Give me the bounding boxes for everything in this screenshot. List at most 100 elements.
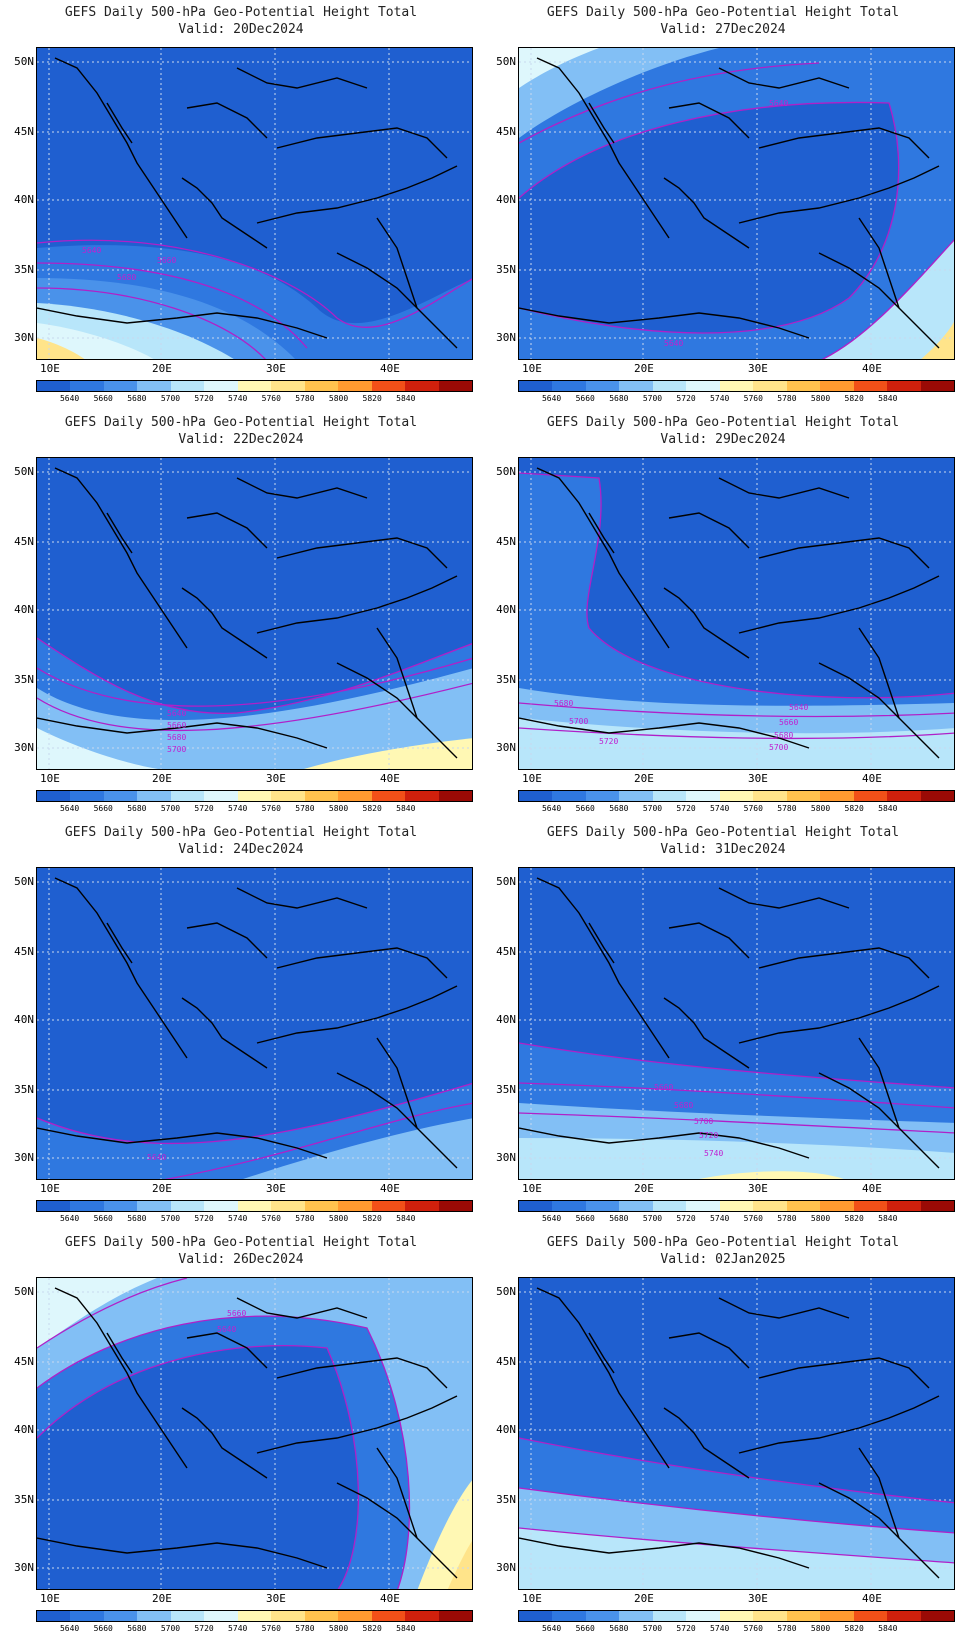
coastline	[106, 922, 133, 964]
contour-line	[37, 1278, 188, 1349]
colorbar-label: 5720	[676, 1624, 696, 1633]
contour-label: 5660	[227, 1309, 246, 1318]
height-band	[519, 1138, 954, 1179]
height-band	[243, 1118, 472, 1179]
contour-label: 5680	[117, 273, 136, 282]
colorbar-labels: 5640 5660 5680 5700 5720 5740 5760 5780 5800 5820…	[518, 394, 955, 406]
coastline	[858, 627, 900, 719]
colorbar-label: 5820	[844, 394, 864, 403]
colorbar-swatch	[519, 1201, 553, 1211]
colorbar-swatch	[37, 1611, 71, 1621]
lat-tick-label: 40N	[496, 1013, 516, 1026]
lon-tick-label: 30E	[266, 772, 286, 785]
colorbar-swatch	[304, 791, 339, 801]
coastline	[818, 252, 940, 349]
contour-label: 5660	[654, 1083, 673, 1092]
colorbar-swatch	[519, 381, 553, 391]
coastline	[588, 1332, 615, 1374]
colorbar-labels: 5640 5660 5680 5700 5720 5740 5760 5780 5800 5820…	[36, 1214, 473, 1226]
lat-tick-label: 30N	[14, 331, 34, 344]
panel-valid-date: Valid: 31Dec2024	[660, 842, 786, 857]
colorbar-label: 5820	[844, 1214, 864, 1223]
lon-tick-label: 40E	[862, 362, 882, 375]
colorbar-swatch	[204, 1201, 238, 1211]
colorbar-swatch	[686, 791, 720, 801]
colorbar-swatch	[853, 1611, 888, 1621]
coastline	[106, 1332, 133, 1374]
colorbar-label: 5640	[59, 1624, 80, 1633]
map-panel: GEFS Daily 500-hPa Geo-Potential Height …	[482, 410, 964, 820]
colorbar-swatch	[405, 1201, 439, 1211]
colorbar-swatch	[438, 381, 473, 391]
lat-tick-label: 35N	[14, 1493, 34, 1506]
lat-tick-label: 40N	[496, 1423, 516, 1436]
colorbar-swatch	[887, 381, 921, 391]
coastline	[588, 102, 615, 144]
colorbar-swatch	[652, 791, 687, 801]
lat-tick-label: 35N	[14, 263, 34, 276]
coastline	[758, 127, 930, 159]
colorbar-label: 5760	[743, 804, 763, 813]
coastline	[276, 127, 448, 159]
contour-line	[37, 1082, 472, 1145]
coastline	[663, 587, 750, 659]
colorbar	[518, 1610, 955, 1622]
colorbar-label: 5700	[642, 394, 663, 403]
contour-line	[519, 702, 954, 718]
map-panel: GEFS Daily 500-hPa Geo-Potential Height …	[482, 1230, 964, 1640]
map-plot: 5660 5640	[36, 1277, 473, 1590]
lat-tick-label: 50N	[496, 1285, 516, 1298]
coastline	[186, 922, 268, 959]
coastline	[718, 1297, 850, 1319]
height-band	[921, 321, 954, 359]
colorbar-swatch	[552, 381, 586, 391]
colorbar-swatch	[585, 1611, 620, 1621]
colorbar-label: 5840	[396, 1624, 416, 1633]
colorbar	[36, 790, 473, 802]
colorbar-label: 5780	[777, 1214, 797, 1223]
coastline	[181, 177, 268, 249]
lat-tick-label: 30N	[496, 741, 516, 754]
lon-tick-label: 20E	[634, 772, 654, 785]
coastline	[236, 1297, 368, 1319]
coastline	[37, 1537, 328, 1569]
coastline	[276, 537, 448, 569]
colorbar-swatch	[304, 381, 339, 391]
colorbar-swatch	[438, 791, 473, 801]
coastline	[54, 467, 188, 649]
coastline	[519, 307, 810, 339]
lat-tick-label: 35N	[14, 673, 34, 686]
colorbar-label: 5680	[127, 1624, 147, 1633]
contour-line	[37, 239, 472, 328]
coastline	[256, 165, 458, 224]
coastline	[663, 1407, 750, 1479]
contour-label: 5640	[664, 339, 683, 348]
colorbar-swatch	[753, 791, 787, 801]
contour-line	[37, 637, 472, 715]
colorbar-swatch	[271, 1611, 305, 1621]
colorbar-swatch	[652, 1611, 687, 1621]
lat-tick-label: 50N	[496, 465, 516, 478]
coastline	[519, 1537, 810, 1569]
colorbar-swatch	[820, 381, 854, 391]
colorbar-swatch	[371, 381, 406, 391]
colorbar-swatch	[338, 1201, 372, 1211]
colorbar-label: 5780	[295, 394, 315, 403]
colorbar-label: 5760	[261, 394, 281, 403]
colorbar-swatch	[170, 381, 205, 391]
colorbar-swatch	[853, 381, 888, 391]
lon-tick-label: 10E	[40, 362, 60, 375]
lon-tick-label: 20E	[634, 362, 654, 375]
coastline	[336, 1482, 458, 1579]
lat-tick-label: 45N	[14, 125, 34, 138]
coastline	[256, 985, 458, 1044]
colorbar-swatch	[237, 791, 272, 801]
lon-tick-label: 30E	[266, 1182, 286, 1195]
colorbar-swatch	[719, 1611, 754, 1621]
lat-tick-label: 50N	[14, 1285, 34, 1298]
colorbar-label: 5680	[127, 1214, 147, 1223]
colorbar-label: 5660	[575, 1214, 595, 1223]
colorbar-label: 5820	[844, 1624, 864, 1633]
coastline	[536, 467, 670, 649]
colorbar-label: 5740	[710, 394, 730, 403]
